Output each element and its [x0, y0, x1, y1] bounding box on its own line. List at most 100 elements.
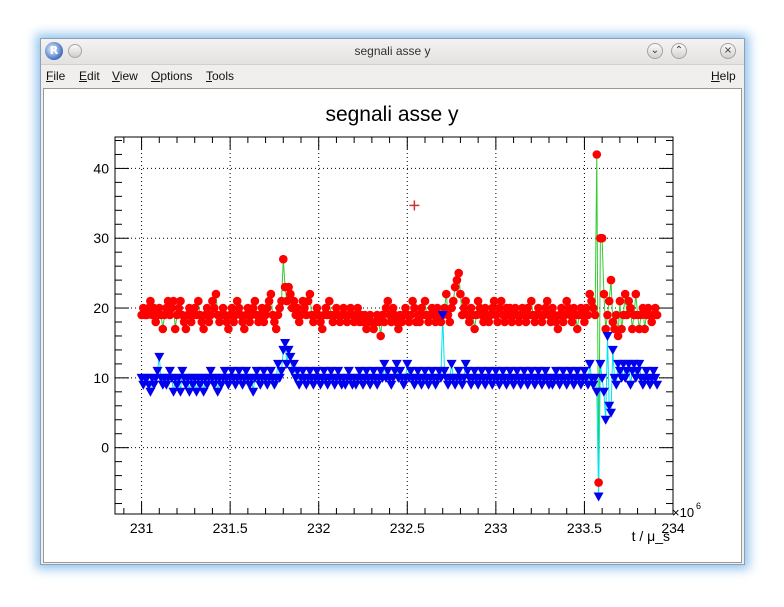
data-point-blue [588, 380, 599, 390]
data-point-blue [483, 366, 494, 376]
data-point-blue [565, 366, 576, 376]
data-point-red [316, 317, 325, 327]
menu-help[interactable]: Help [711, 69, 736, 83]
data-point-blue [326, 366, 337, 376]
data-point-blue [512, 366, 523, 376]
data-point-red [617, 324, 626, 334]
menu-file[interactable]: File [46, 69, 66, 83]
data-point-blue [416, 380, 427, 390]
data-point-red [452, 275, 462, 285]
x-tick-label: 233.5 [567, 520, 602, 536]
data-point-blue [297, 366, 308, 376]
window-menu-button[interactable] [68, 44, 82, 58]
data-point-red [583, 310, 593, 320]
data-point-blue [269, 380, 280, 390]
data-point-blue [597, 373, 608, 383]
data-point-red [165, 310, 175, 320]
data-point-red [240, 324, 249, 334]
data-point-red [541, 303, 550, 313]
data-point-red [404, 317, 414, 327]
data-point-blue [505, 366, 515, 376]
data-point-blue [375, 366, 386, 376]
data-point-blue [579, 366, 590, 376]
data-point-red [397, 317, 407, 327]
data-point-blue [202, 380, 213, 390]
data-point-blue [607, 345, 618, 355]
data-point-red [238, 317, 247, 327]
data-point-red [447, 303, 456, 313]
maximize-icon[interactable]: ⌃ [671, 43, 687, 59]
data-point-blue [273, 359, 283, 369]
data-point-red [339, 303, 348, 313]
data-point-red [376, 331, 386, 341]
data-point-blue [595, 359, 606, 369]
y-tick-label: 10 [93, 370, 109, 386]
data-point-blue [650, 373, 661, 383]
x-tick-label: 232.5 [390, 520, 425, 536]
y-tick-label: 20 [93, 300, 109, 316]
data-point-blue [149, 380, 159, 390]
data-point-blue [522, 380, 533, 390]
data-point-blue [195, 380, 205, 390]
data-point-blue [212, 387, 223, 397]
data-point-red [473, 296, 483, 306]
data-point-red [318, 324, 327, 334]
data-point-red [589, 303, 598, 313]
data-point-red [585, 289, 594, 299]
data-point-red [601, 324, 610, 334]
data-point-red [346, 303, 355, 313]
data-point-blue [304, 366, 315, 376]
data-point-red [190, 303, 199, 313]
data-point-red [222, 317, 231, 327]
x-exponent-power: 6 [696, 501, 701, 511]
data-point-red [615, 296, 625, 306]
data-point-blue [172, 380, 182, 390]
data-point-red [581, 303, 591, 313]
data-point-red [362, 324, 371, 334]
data-point-red [558, 317, 568, 327]
data-point-red [461, 296, 471, 306]
data-point-red [454, 268, 464, 278]
title-bar[interactable]: R segnali asse y ⌄ ⌃ × [41, 39, 744, 65]
close-icon[interactable]: × [720, 43, 736, 59]
data-point-blue [519, 366, 530, 376]
plot-canvas[interactable]: segnali asse y 231 231.5 232 232.5 233 233.5 2… [43, 88, 742, 563]
data-point-blue [515, 380, 526, 390]
data-point-blue [209, 380, 220, 390]
data-point-red [436, 317, 446, 327]
grid-lines [115, 137, 674, 514]
data-point-red [229, 317, 238, 327]
data-point-blue [645, 380, 655, 390]
data-point-red [199, 324, 208, 334]
plot-frame [114, 136, 674, 515]
data-point-red [489, 296, 499, 306]
data-point-red [484, 317, 494, 327]
data-point-red [194, 296, 203, 306]
series-markers [136, 150, 663, 502]
data-point-red [286, 289, 295, 299]
data-point-blue [439, 366, 450, 376]
menu-tools[interactable]: Tools [206, 69, 235, 83]
minimize-icon[interactable]: ⌄ [647, 43, 663, 59]
menu-view[interactable]: View [112, 69, 138, 83]
data-point-blue [457, 380, 468, 390]
data-point-blue [329, 380, 340, 390]
data-point-blue [602, 332, 613, 341]
x-tick-label: 231 [130, 520, 154, 536]
data-point-blue [575, 380, 586, 390]
menu-edit[interactable]: Edit [79, 69, 100, 83]
resize-grip[interactable] [741, 349, 744, 359]
data-point-blue [391, 359, 402, 369]
data-point-blue [265, 366, 276, 376]
data-point-red [208, 296, 217, 306]
data-point-blue [382, 366, 393, 376]
x-tick-label: 232 [307, 520, 331, 536]
data-point-blue [420, 366, 430, 376]
data-point-blue [168, 387, 179, 397]
root-app-icon[interactable]: R [45, 42, 63, 60]
data-point-red [261, 310, 270, 320]
data-point-blue [164, 366, 175, 376]
menu-options[interactable]: Options [151, 69, 193, 83]
data-point-blue [308, 380, 319, 390]
data-point-red [158, 324, 168, 334]
